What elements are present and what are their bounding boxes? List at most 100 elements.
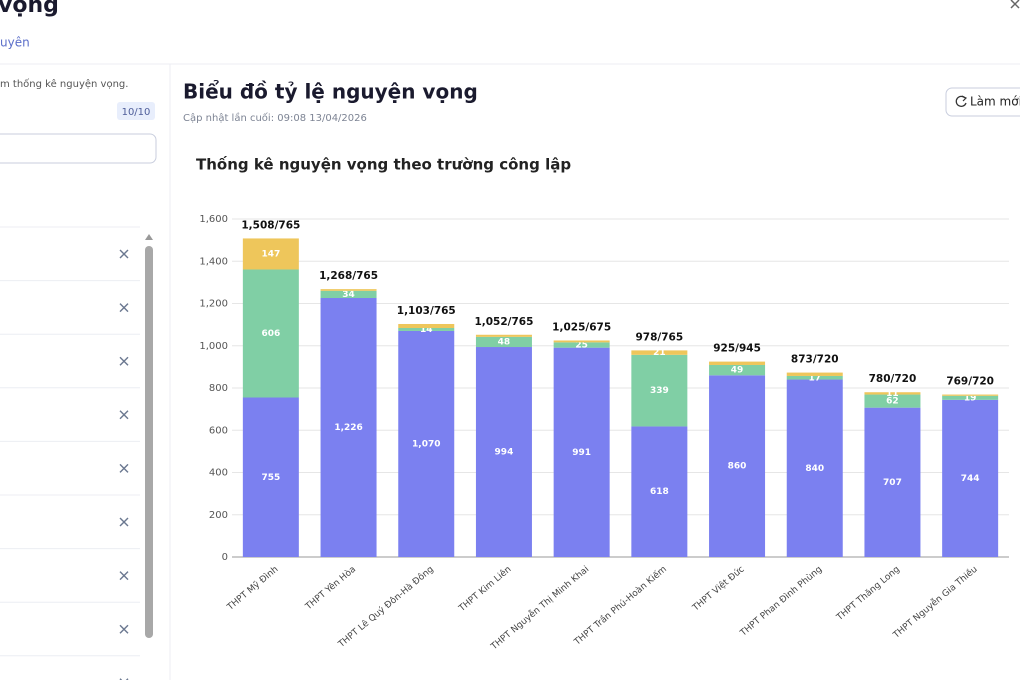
total-label: 978/765 bbox=[636, 331, 684, 343]
scroll-up[interactable] bbox=[145, 234, 153, 240]
chart-title: Thống kê nguyện vọng theo trường công lậ… bbox=[196, 155, 571, 174]
bar-segment bbox=[242, 397, 299, 557]
bar-segment bbox=[709, 361, 766, 365]
data-label: 994 bbox=[495, 448, 514, 458]
bar-segment bbox=[475, 347, 532, 557]
refresh-label[interactable]: Làm mới bbox=[970, 95, 1020, 109]
bar-segment bbox=[475, 336, 532, 348]
bar-segment bbox=[398, 330, 455, 557]
dialog-title: vọng bbox=[0, 0, 59, 18]
remove-icon bbox=[119, 624, 129, 634]
bar-segment bbox=[320, 298, 377, 557]
remove-button[interactable] bbox=[119, 303, 129, 313]
remove-icon bbox=[119, 356, 129, 366]
remove-icon bbox=[119, 410, 129, 420]
y-tick-label: 1,400 bbox=[199, 256, 228, 267]
badge-bg bbox=[117, 102, 155, 120]
bar-segment bbox=[786, 372, 843, 376]
data-label: 840 bbox=[805, 464, 824, 474]
data-label: 744 bbox=[961, 474, 980, 484]
panel-title: Biểu đồ tỷ lệ nguyện vọng bbox=[183, 80, 478, 104]
remove-icon bbox=[119, 303, 129, 313]
remove-button[interactable] bbox=[119, 571, 129, 581]
list bbox=[0, 226, 140, 680]
bar-segment bbox=[786, 379, 843, 557]
bar-segment bbox=[709, 375, 766, 557]
data-label: 49 bbox=[731, 366, 744, 376]
data-label: 991 bbox=[572, 448, 591, 458]
data-label: 34 bbox=[342, 290, 355, 300]
scrollbar[interactable] bbox=[145, 246, 153, 638]
total-label: 1,508/765 bbox=[241, 219, 300, 231]
remove-button[interactable] bbox=[119, 249, 129, 259]
badge: 10/10 bbox=[122, 107, 151, 118]
y-tick-label: 400 bbox=[209, 468, 228, 479]
total-label: 925/945 bbox=[713, 343, 761, 355]
bar-segment bbox=[320, 289, 377, 291]
bar-segment bbox=[553, 347, 610, 557]
data-label: 62 bbox=[886, 397, 899, 407]
remove-button[interactable] bbox=[119, 356, 129, 366]
bar-segment bbox=[398, 323, 455, 329]
data-label: 755 bbox=[261, 473, 280, 483]
data-label: 25 bbox=[575, 341, 588, 351]
close-button[interactable] bbox=[1010, 0, 1020, 9]
remove-button[interactable] bbox=[119, 517, 129, 527]
updated-time: Cập nhật lần cuối: 09:08 13/04/2026 bbox=[183, 112, 367, 124]
bar-segment bbox=[942, 399, 999, 557]
refresh-button[interactable] bbox=[945, 87, 1020, 117]
data-label: 19 bbox=[964, 393, 977, 403]
remove-button[interactable] bbox=[119, 624, 129, 634]
description: m thống kê nguyện vọng. bbox=[0, 78, 128, 90]
bar-segment bbox=[942, 394, 999, 396]
total-label: 1,268/765 bbox=[319, 270, 378, 282]
data-label: 11 bbox=[886, 389, 899, 399]
total-label: 769/720 bbox=[946, 376, 994, 388]
total-label: 1,052/765 bbox=[474, 316, 533, 328]
data-label: 147 bbox=[261, 249, 280, 259]
bar-segment bbox=[942, 395, 999, 400]
bar-segment bbox=[709, 364, 766, 376]
y-tick-label: 600 bbox=[209, 425, 228, 436]
bar-segment bbox=[398, 328, 455, 331]
bar-segment bbox=[631, 426, 688, 557]
remove-icon bbox=[119, 571, 129, 581]
bar-segment bbox=[320, 290, 377, 299]
bar-segment bbox=[475, 334, 532, 337]
bar-segment bbox=[553, 340, 610, 343]
y-tick-label: 200 bbox=[209, 510, 228, 521]
bar-segment bbox=[786, 375, 843, 380]
y-tick-label: 1,600 bbox=[199, 214, 228, 225]
bar-segment bbox=[631, 350, 688, 355]
total-label: 873/720 bbox=[791, 354, 839, 366]
data-label: 860 bbox=[728, 462, 747, 472]
bar-segment bbox=[631, 354, 688, 427]
data-label: 21 bbox=[653, 348, 666, 358]
remove-icon bbox=[119, 517, 129, 527]
bar-segment bbox=[242, 269, 299, 398]
bar-segment bbox=[242, 238, 299, 270]
data-label: 707 bbox=[883, 478, 902, 488]
y-tick-label: 1,000 bbox=[199, 341, 228, 352]
bar-segment bbox=[864, 407, 921, 557]
y-tick-label: 800 bbox=[209, 383, 228, 394]
data-label: 1,226 bbox=[334, 423, 362, 433]
remove-button[interactable] bbox=[119, 463, 129, 473]
total-label: 1,025/675 bbox=[552, 321, 611, 333]
bar-segment bbox=[864, 392, 921, 395]
total-label: 780/720 bbox=[869, 373, 917, 385]
y-tick-label: 0 bbox=[222, 552, 228, 563]
refresh-icon bbox=[961, 95, 968, 102]
remove-button[interactable] bbox=[119, 410, 129, 420]
remove-icon bbox=[119, 463, 129, 473]
data-label: 48 bbox=[498, 337, 511, 347]
data-label: 339 bbox=[650, 386, 669, 396]
tab[interactable]: uyên bbox=[0, 36, 30, 50]
total-label: 1,103/765 bbox=[397, 305, 456, 317]
data-label: 17 bbox=[808, 373, 821, 383]
remove-icon bbox=[119, 249, 129, 259]
bar-segment bbox=[553, 342, 610, 348]
search-input[interactable] bbox=[0, 133, 157, 164]
data-label: 14 bbox=[420, 325, 433, 335]
